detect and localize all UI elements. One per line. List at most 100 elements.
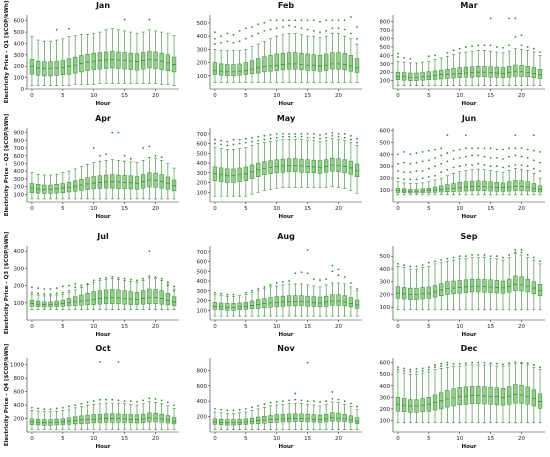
box-hour-15 bbox=[122, 160, 127, 200]
outlier-point bbox=[421, 170, 424, 172]
box-hour-1 bbox=[401, 182, 407, 196]
iqr-box bbox=[317, 55, 323, 72]
iqr-box bbox=[354, 58, 360, 73]
iqr-box bbox=[482, 386, 487, 405]
box-hour-0 bbox=[29, 172, 35, 200]
iqr-box bbox=[414, 287, 419, 300]
iqr-box bbox=[324, 53, 329, 71]
panel-title: May bbox=[277, 114, 296, 123]
x-tick-label: 20 bbox=[518, 206, 525, 212]
outlier-point bbox=[526, 156, 529, 159]
box-hour-20 bbox=[153, 278, 158, 310]
x-tick-label: 20 bbox=[152, 93, 159, 99]
outlier-point bbox=[539, 170, 541, 172]
y-tick-label: 300 bbox=[380, 164, 391, 170]
box-hour-12 bbox=[103, 402, 109, 430]
box-hour-16 bbox=[128, 404, 133, 430]
outlier-point bbox=[356, 287, 358, 290]
iqr-box bbox=[476, 66, 481, 78]
box-hour-12 bbox=[469, 257, 475, 311]
outlier-point bbox=[251, 25, 253, 28]
outlier-point bbox=[397, 177, 399, 180]
outlier-point bbox=[532, 159, 535, 162]
outlier-point bbox=[343, 19, 346, 22]
box-hour-11 bbox=[463, 258, 469, 311]
box-hour-16 bbox=[128, 31, 133, 84]
outlier-point bbox=[244, 407, 247, 410]
outlier-point bbox=[397, 162, 399, 165]
iqr-box bbox=[324, 295, 329, 307]
box-hour-12 bbox=[469, 169, 475, 196]
outlier-point bbox=[263, 29, 266, 32]
box-hour-19 bbox=[330, 138, 335, 187]
iqr-box bbox=[408, 287, 413, 300]
panel-title: Apr bbox=[95, 114, 111, 123]
outlier-point bbox=[331, 391, 334, 393]
box-hour-20 bbox=[336, 402, 341, 430]
outlier-point bbox=[356, 137, 358, 140]
y-tick-label: 100 bbox=[197, 74, 208, 80]
y-tick-label: 200 bbox=[197, 181, 208, 187]
outlier-point bbox=[356, 141, 358, 144]
outlier-point bbox=[117, 276, 120, 279]
outlier-point bbox=[421, 160, 424, 163]
x-tick-label: 5 bbox=[61, 324, 65, 330]
iqr-box bbox=[299, 53, 304, 71]
outlier-point bbox=[31, 286, 33, 289]
box-hour-8 bbox=[445, 366, 450, 424]
box-hour-21 bbox=[159, 160, 164, 200]
x-tick-label: 0 bbox=[396, 436, 400, 442]
box-hour-23 bbox=[171, 288, 177, 310]
outlier-point bbox=[477, 44, 480, 47]
iqr-box bbox=[225, 303, 230, 311]
iqr-box bbox=[60, 299, 65, 307]
outlier-point bbox=[520, 147, 523, 150]
outlier-point bbox=[238, 142, 241, 145]
outlier-point bbox=[68, 405, 70, 408]
outlier-point bbox=[275, 136, 278, 139]
box-hour-4 bbox=[420, 372, 425, 424]
box-hour-2 bbox=[225, 413, 230, 430]
y-tick-label: 300 bbox=[380, 395, 391, 401]
box-hour-12 bbox=[286, 33, 292, 83]
box-hour-7 bbox=[439, 262, 444, 311]
outlier-point bbox=[294, 392, 297, 395]
outlier-point bbox=[337, 268, 340, 271]
y-tick-label: 500 bbox=[380, 45, 391, 51]
outlier-point bbox=[226, 32, 229, 35]
outlier-point bbox=[427, 261, 430, 264]
box-hour-18 bbox=[324, 284, 329, 317]
x-axis-label: Hour bbox=[95, 332, 110, 338]
box-hour-1 bbox=[218, 295, 224, 317]
iqr-box bbox=[348, 297, 354, 308]
iqr-box bbox=[482, 279, 487, 293]
outlier-point bbox=[214, 43, 216, 45]
y-tick-label: 400 bbox=[14, 403, 25, 409]
y-tick-label: 600 bbox=[197, 260, 208, 266]
outlier-point bbox=[31, 406, 33, 409]
y-tick-label: 600 bbox=[197, 384, 208, 390]
box-hour-9 bbox=[85, 34, 90, 85]
box-hour-6 bbox=[249, 145, 255, 195]
outlier-point bbox=[275, 132, 278, 135]
iqr-box bbox=[134, 414, 140, 424]
y-tick-label: 700 bbox=[197, 250, 208, 256]
outlier-point bbox=[269, 284, 272, 286]
panel-title: Feb bbox=[278, 1, 295, 10]
outlier-point bbox=[257, 287, 260, 290]
iqr-box bbox=[519, 65, 524, 77]
box-hour-20 bbox=[519, 363, 524, 424]
box-hour-2 bbox=[408, 268, 413, 311]
box-hour-15 bbox=[122, 280, 127, 310]
iqr-box bbox=[128, 291, 133, 305]
box-hour-18 bbox=[141, 160, 146, 200]
outlier-point bbox=[440, 365, 443, 367]
box-hour-13 bbox=[110, 28, 115, 84]
box-hour-23 bbox=[537, 55, 543, 86]
box-hour-1 bbox=[35, 410, 41, 430]
outlier-point bbox=[238, 40, 241, 43]
outlier-point bbox=[74, 404, 77, 406]
iqr-box bbox=[147, 288, 152, 304]
box-hour-19 bbox=[513, 253, 518, 311]
outlier-point bbox=[421, 367, 424, 370]
